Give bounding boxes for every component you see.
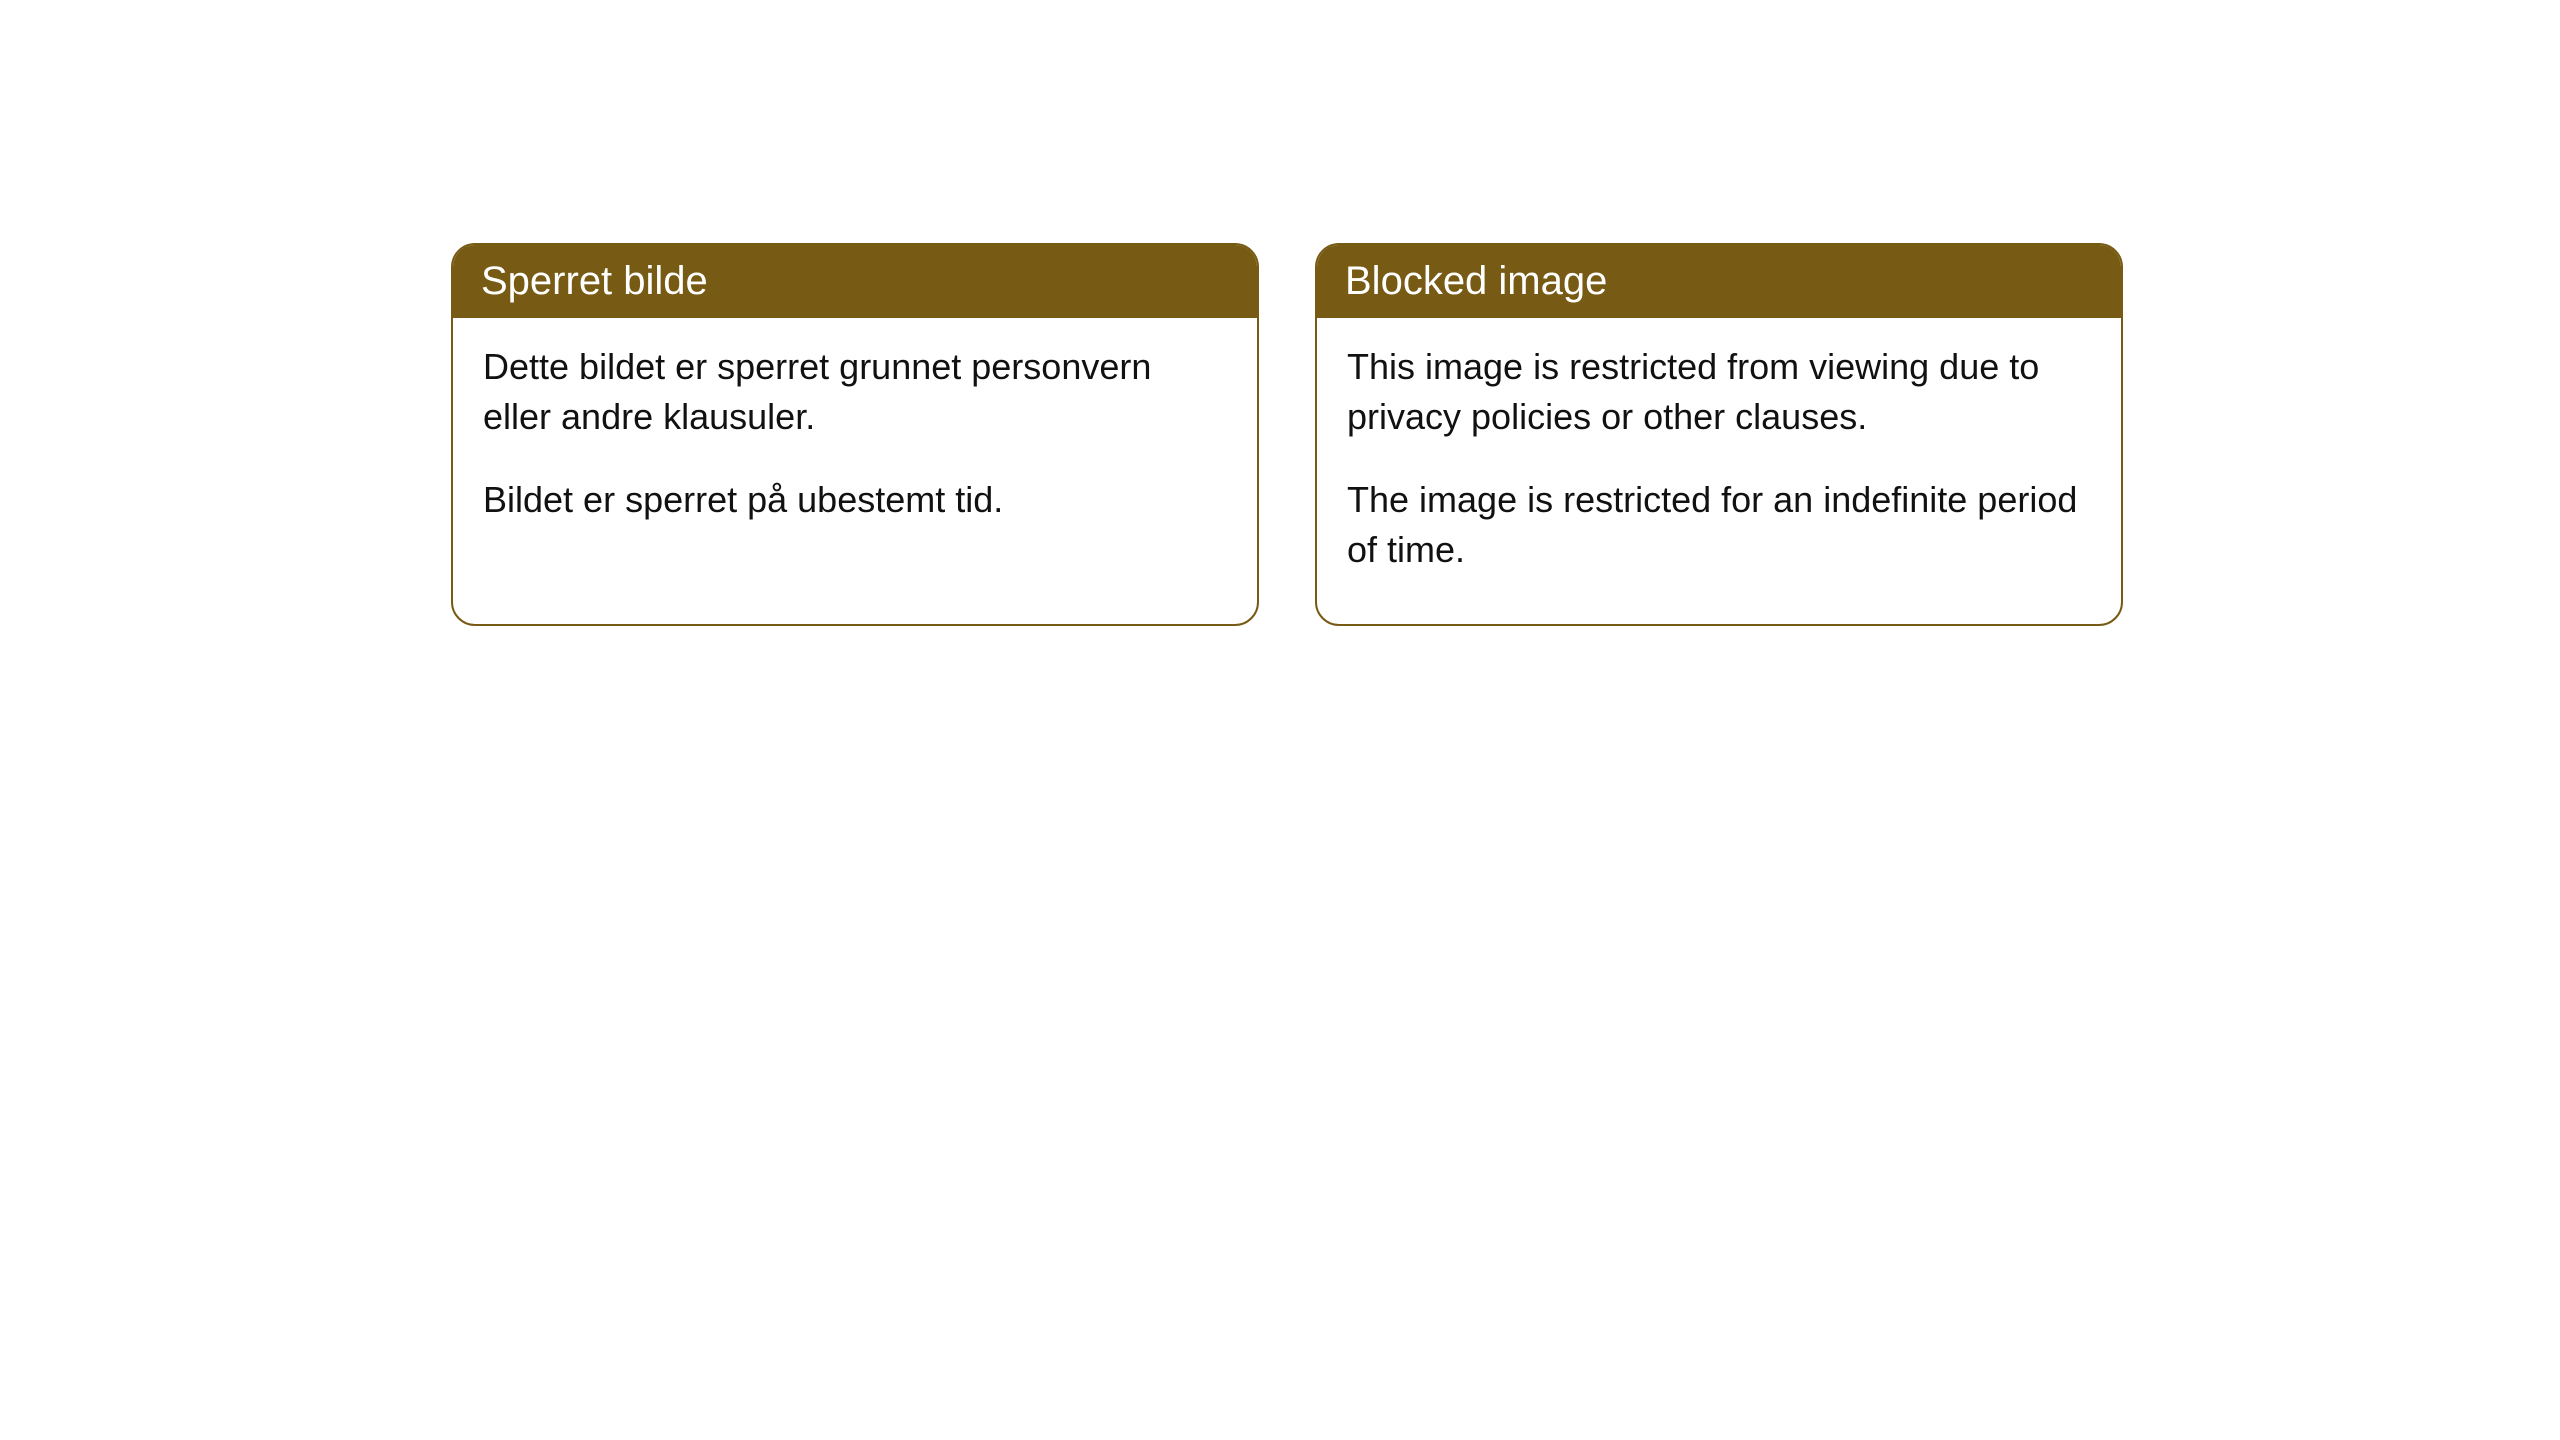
card-paragraph: This image is restricted from viewing du… bbox=[1347, 342, 2091, 443]
card-paragraph: The image is restricted for an indefinit… bbox=[1347, 475, 2091, 576]
card-title: Sperret bilde bbox=[481, 259, 708, 303]
card-paragraph: Bildet er sperret på ubestemt tid. bbox=[483, 475, 1227, 525]
card-title: Blocked image bbox=[1345, 259, 1607, 303]
notice-cards-container: Sperret bilde Dette bildet er sperret gr… bbox=[451, 243, 2123, 626]
blocked-image-card-norwegian: Sperret bilde Dette bildet er sperret gr… bbox=[451, 243, 1259, 626]
card-header-norwegian: Sperret bilde bbox=[453, 245, 1257, 318]
card-paragraph: Dette bildet er sperret grunnet personve… bbox=[483, 342, 1227, 443]
card-header-english: Blocked image bbox=[1317, 245, 2121, 318]
card-body-english: This image is restricted from viewing du… bbox=[1317, 318, 2121, 624]
blocked-image-card-english: Blocked image This image is restricted f… bbox=[1315, 243, 2123, 626]
card-body-norwegian: Dette bildet er sperret grunnet personve… bbox=[453, 318, 1257, 573]
